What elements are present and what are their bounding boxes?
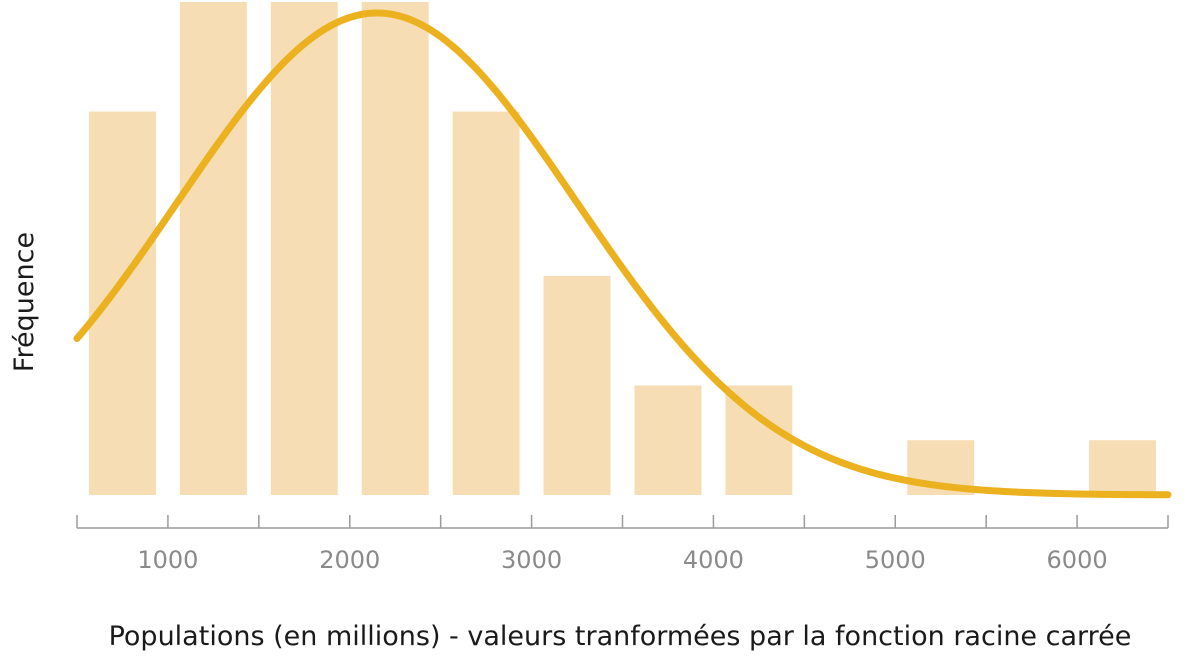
x-axis-ticks	[76, 515, 1169, 528]
x-axis-tick-labels: 1000 2000 3000 4000 5000 6000	[137, 546, 1107, 574]
histogram-bar	[89, 111, 156, 496]
histogram-bar	[361, 2, 429, 495]
histogram-bar	[1089, 440, 1156, 495]
y-axis-title: Fréquence	[9, 232, 40, 372]
x-axis-tick-label: 6000	[1047, 546, 1108, 574]
histogram-bar	[452, 111, 520, 496]
histogram-bars	[89, 2, 1156, 496]
x-axis-tick-label: 1000	[137, 546, 198, 574]
histogram-bar	[543, 275, 611, 495]
x-axis-tick-label: 4000	[683, 546, 744, 574]
histogram-bar	[270, 2, 338, 495]
x-axis-tick-label: 5000	[865, 546, 926, 574]
normal-curve	[73, 9, 1172, 499]
x-axis-title: Populations (en millions) - valeurs tran…	[109, 621, 1132, 652]
x-axis-tick-label: 3000	[501, 546, 562, 574]
histogram-bar	[634, 385, 702, 495]
histogram-bar	[179, 2, 247, 495]
x-axis-tick-label: 2000	[319, 546, 380, 574]
